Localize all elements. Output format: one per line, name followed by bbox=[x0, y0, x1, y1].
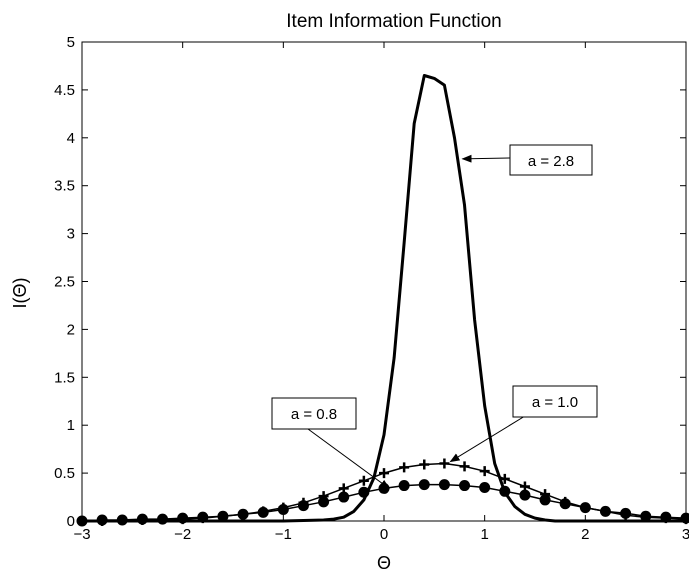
series-line-a-2-8 bbox=[82, 74, 686, 523]
data-point-a-0-8 bbox=[459, 480, 471, 492]
data-point-a-1-0 bbox=[479, 466, 490, 477]
data-point-a-0-8 bbox=[177, 512, 189, 524]
data-point-a-1-0 bbox=[399, 462, 410, 473]
data-point-a-0-8 bbox=[519, 489, 531, 501]
annotation-label: a = 1.0 bbox=[532, 394, 578, 411]
x-tick-label: −3 bbox=[73, 526, 90, 543]
x-tick-label: 3 bbox=[682, 526, 689, 543]
data-point-a-0-8 bbox=[277, 504, 289, 516]
plot-area: −3 −2 −1 0 1 2 3 0 0.5 1 1.5 2 2.5 3 3.5 4 4.5 5 a = 2.8 a … bbox=[54, 34, 689, 543]
data-point-a-1-0 bbox=[499, 473, 510, 484]
x-tick-label: 1 bbox=[480, 526, 488, 543]
y-tick-label: 4 bbox=[67, 130, 75, 147]
y-tick-label: 2 bbox=[67, 321, 75, 338]
data-point-a-0-8 bbox=[479, 481, 491, 493]
data-point-a-0-8 bbox=[539, 494, 551, 506]
y-axis-label: I(Θ) bbox=[10, 278, 30, 309]
x-tick-label: −2 bbox=[174, 526, 191, 543]
data-point-a-0-8 bbox=[116, 514, 128, 526]
data-point-a-0-8 bbox=[640, 510, 652, 522]
x-tick-label: −1 bbox=[275, 526, 292, 543]
data-point-a-0-8 bbox=[197, 511, 209, 523]
y-tick-label: 0.5 bbox=[54, 465, 75, 482]
data-point-a-0-8 bbox=[237, 508, 249, 520]
data-point-a-0-8 bbox=[217, 510, 229, 522]
y-tick-label: 1.5 bbox=[54, 369, 75, 386]
data-point-a-1-0 bbox=[439, 458, 450, 469]
x-tick-label: 2 bbox=[581, 526, 589, 543]
annotation-label: a = 2.8 bbox=[528, 153, 574, 170]
data-point-a-0-8 bbox=[257, 506, 269, 518]
data-point-a-0-8 bbox=[438, 479, 450, 491]
data-point-a-0-8 bbox=[96, 514, 108, 526]
data-point-a-0-8 bbox=[620, 507, 632, 519]
y-tick-label: 3.5 bbox=[54, 178, 75, 195]
data-point-a-1-0 bbox=[419, 459, 430, 470]
data-point-a-0-8 bbox=[76, 515, 88, 527]
data-point-a-0-8 bbox=[418, 479, 430, 491]
data-point-a-0-8 bbox=[559, 498, 571, 510]
annotation-box bbox=[271, 397, 357, 430]
y-tick-label: 2.5 bbox=[54, 274, 75, 291]
y-tick-label: 0 bbox=[67, 513, 75, 530]
data-point-a-0-8 bbox=[579, 502, 591, 514]
data-point-a-0-8 bbox=[136, 513, 148, 525]
y-tick-label: 3 bbox=[67, 226, 75, 243]
y-tick-label: 5 bbox=[67, 34, 75, 51]
x-axis-label: Θ bbox=[377, 553, 391, 573]
annotation-box bbox=[512, 385, 598, 418]
y-tick-label: 4.5 bbox=[54, 82, 75, 99]
chart-title: Item Information Function bbox=[286, 11, 501, 32]
y-tick-label: 1 bbox=[67, 417, 75, 434]
data-point-a-0-8 bbox=[358, 486, 370, 498]
data-point-a-1-0 bbox=[358, 475, 369, 486]
data-point-a-0-8 bbox=[318, 496, 330, 508]
data-point-a-1-0 bbox=[379, 468, 389, 479]
data-point-a-0-8 bbox=[398, 480, 410, 492]
data-point-a-0-8 bbox=[157, 513, 169, 525]
annotation-box bbox=[509, 144, 593, 176]
annotation-arrow bbox=[307, 428, 390, 490]
data-point-a-0-8 bbox=[680, 512, 689, 524]
data-point-a-0-8 bbox=[499, 485, 511, 497]
annotation-arrow bbox=[449, 415, 526, 463]
data-point-a-0-8 bbox=[599, 505, 611, 517]
data-point-a-1-0 bbox=[459, 461, 470, 472]
axes-box bbox=[81, 41, 687, 522]
data-point-a-0-8 bbox=[660, 511, 672, 523]
annotation-arrow bbox=[461, 154, 511, 163]
data-point-a-0-8 bbox=[338, 491, 350, 503]
annotation-label: a = 0.8 bbox=[291, 406, 337, 423]
x-tick-label: 0 bbox=[380, 526, 388, 543]
data-point-a-0-8 bbox=[297, 500, 309, 512]
